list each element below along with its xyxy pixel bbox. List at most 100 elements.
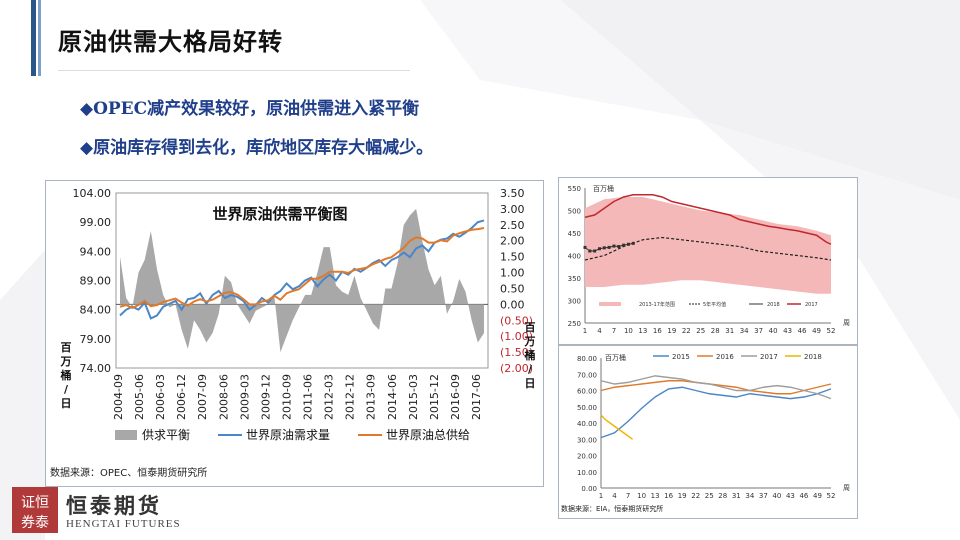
chart3-legend-label-2018: 2018 [804, 353, 822, 361]
chart2-2018-point [583, 245, 587, 249]
supply-line [119, 227, 485, 310]
bullet-1: ◆OPEC减产效果较好，原油供需进入紧平衡 [80, 99, 420, 119]
chart3-y-tick-label: 10.00 [577, 469, 597, 477]
chart3-y-tick-label: 30.00 [577, 436, 597, 444]
chart3-x-tick-label: 40 [772, 492, 781, 500]
chart2-2018-point [602, 246, 606, 250]
bullet-2: ◆原油库存得到去化，库欣地区库存大幅减少。 [80, 138, 434, 158]
y-right-tick-label: (1.50) [500, 346, 533, 359]
chart2-y-tick-label: 550 [568, 185, 581, 193]
chart2-x-tick-label: 13 [638, 327, 647, 335]
chart1-source: 数据来源：OPEC、恒泰期货研究所 [50, 468, 208, 479]
chart3-line-2018 [600, 414, 633, 440]
y-right-axis-label: 日 [525, 377, 536, 390]
chart2-legend-swatch-range [599, 302, 621, 306]
chart2-x-tick-label: 43 [783, 327, 792, 335]
y-left-axis-label: 桶 [60, 368, 72, 382]
y-left-tick-label: 89.00 [80, 275, 112, 288]
chart3-y-tick-label: 20.00 [577, 453, 597, 461]
title-accent-bar-light [38, 0, 41, 76]
chart2-2018-point [607, 245, 611, 249]
chart2-x-tick-label: 49 [812, 327, 821, 335]
chart2-x-tick-label: 40 [769, 327, 778, 335]
chart3-x-tick-label: 52 [827, 492, 836, 500]
company-name: 恒泰期货 [66, 494, 162, 518]
chart2-y-tick-label: 450 [568, 230, 581, 238]
x-tick-label: 2010-09 [280, 374, 293, 420]
chart3-y-tick-label: 50.00 [577, 404, 597, 412]
chart2-y-tick-label: 250 [568, 320, 581, 328]
chart2-y-tick-label: 500 [568, 208, 581, 216]
chart2-x-tick-label: 10 [624, 327, 633, 335]
chart3-legend-label-2017: 2017 [760, 353, 778, 361]
chart2-legend-label-avg: 5年平均值 [703, 301, 726, 308]
x-tick-label: 2005-06 [133, 374, 146, 420]
chart3-y-tick-label: 60.00 [577, 388, 597, 396]
chart2-x-tick-label: 28 [711, 327, 720, 335]
y-right-axis-label: 百 [525, 321, 536, 334]
cushing-inventory-chart: 80.0070.0060.0050.0040.0030.0020.0010.00… [577, 353, 850, 500]
chart2-x-tick-label: 4 [597, 327, 602, 335]
supply-demand-chart: 104.00 99.00 94.00 89.00 84.00 79.00 74.00 3.50… [60, 187, 536, 442]
balance-area [120, 208, 484, 353]
company-name-en: HENGTAI FUTURES [66, 518, 181, 530]
chart3-line-2017 [600, 375, 832, 400]
y-left-tick-label: 79.00 [80, 333, 112, 346]
y-left-tick-label: 74.00 [80, 362, 112, 375]
x-tick-label: 2016-09 [449, 374, 462, 420]
chart2-x-tick-label: 37 [754, 327, 763, 335]
chart2-x-tick-label: 25 [696, 327, 705, 335]
chart3-x-tick-label: 19 [678, 492, 687, 500]
chart3-x-tick-label: 31 [732, 492, 741, 500]
y-left-tick-label: 99.00 [80, 216, 112, 229]
chart3-x-tick-label: 4 [612, 492, 617, 500]
y-left-tick-label: 84.00 [80, 304, 112, 317]
chart3-x-tick-label: 37 [759, 492, 768, 500]
chart3-line-2015 [600, 386, 832, 439]
chart3-y-tick-label: 70.00 [577, 371, 597, 379]
chart3-source: 数据来源：EIA，恒泰期货研究所 [561, 505, 664, 513]
chart3-y-tick-label: 40.00 [577, 420, 597, 428]
chart3-x-tick-label: 22 [691, 492, 700, 500]
x-tick-label: 2011-06 [302, 374, 315, 420]
x-tick-label: 2015-12 [428, 374, 441, 420]
chart3-x-tick-label: 16 [664, 492, 673, 500]
y-right-tick-label: 0.50 [500, 282, 525, 295]
chart2-x-tick-label: 31 [725, 327, 734, 335]
y-right-tick-label: (1.00) [500, 330, 533, 343]
chart2-2018-point [612, 244, 616, 248]
x-tick-label: 2006-12 [175, 374, 188, 420]
demand-line [119, 219, 485, 320]
svg-text:证恒: 证恒 [21, 495, 49, 511]
chart2-y-tick-label: 350 [568, 275, 581, 283]
chart2-x-tick-label: 16 [653, 327, 662, 335]
inventory-seasonal-chart: 550 500 450 400 350 300 250 百万桶 1 4 7 10 13 16 19 22 25 2… [568, 184, 850, 335]
chart2-y-tick-label: 400 [568, 253, 581, 261]
y-left-axis-label: 百 [61, 341, 72, 354]
chart3-legend-label-2016: 2016 [716, 353, 734, 361]
y-right-tick-label: (0.50) [500, 314, 533, 327]
logo-seal-graphic: 证恒 券泰 [12, 487, 58, 533]
x-tick-label: 2009-12 [259, 374, 272, 420]
y-right-axis-label: / [528, 363, 533, 376]
chart2-x-tick-label: 19 [667, 327, 676, 335]
chart3-x-tick-label: 1 [599, 492, 603, 500]
x-tick-label: 2004-09 [112, 374, 125, 420]
inventory-seasonal-chart-panel: 550 500 450 400 350 300 250 百万桶 1 4 7 10 13 16 19 22 25 2… [558, 177, 858, 345]
chart2-x-tick-label: 34 [740, 327, 749, 335]
chart2-legend-label-range: 2013-17年范围 [639, 301, 675, 308]
chart2-y-unit: 百万桶 [593, 184, 614, 193]
chart3-x-tick-label: 43 [786, 492, 795, 500]
y-left-axis-label: 万 [60, 355, 72, 368]
chart2-legend-label-2017: 2017 [805, 302, 818, 308]
y-right-axis-label: 桶 [524, 348, 536, 362]
title-divider [58, 70, 410, 71]
chart2-x-tick-label: 52 [827, 327, 836, 335]
chart2-y-tick-label: 300 [568, 298, 581, 306]
x-tick-label: 2006-03 [154, 374, 167, 420]
y-right-tick-label: 1.00 [500, 267, 525, 280]
chart2-2018-point [617, 245, 621, 248]
chart2-2018-point [597, 247, 601, 251]
legend-swatch-balance [115, 430, 137, 440]
